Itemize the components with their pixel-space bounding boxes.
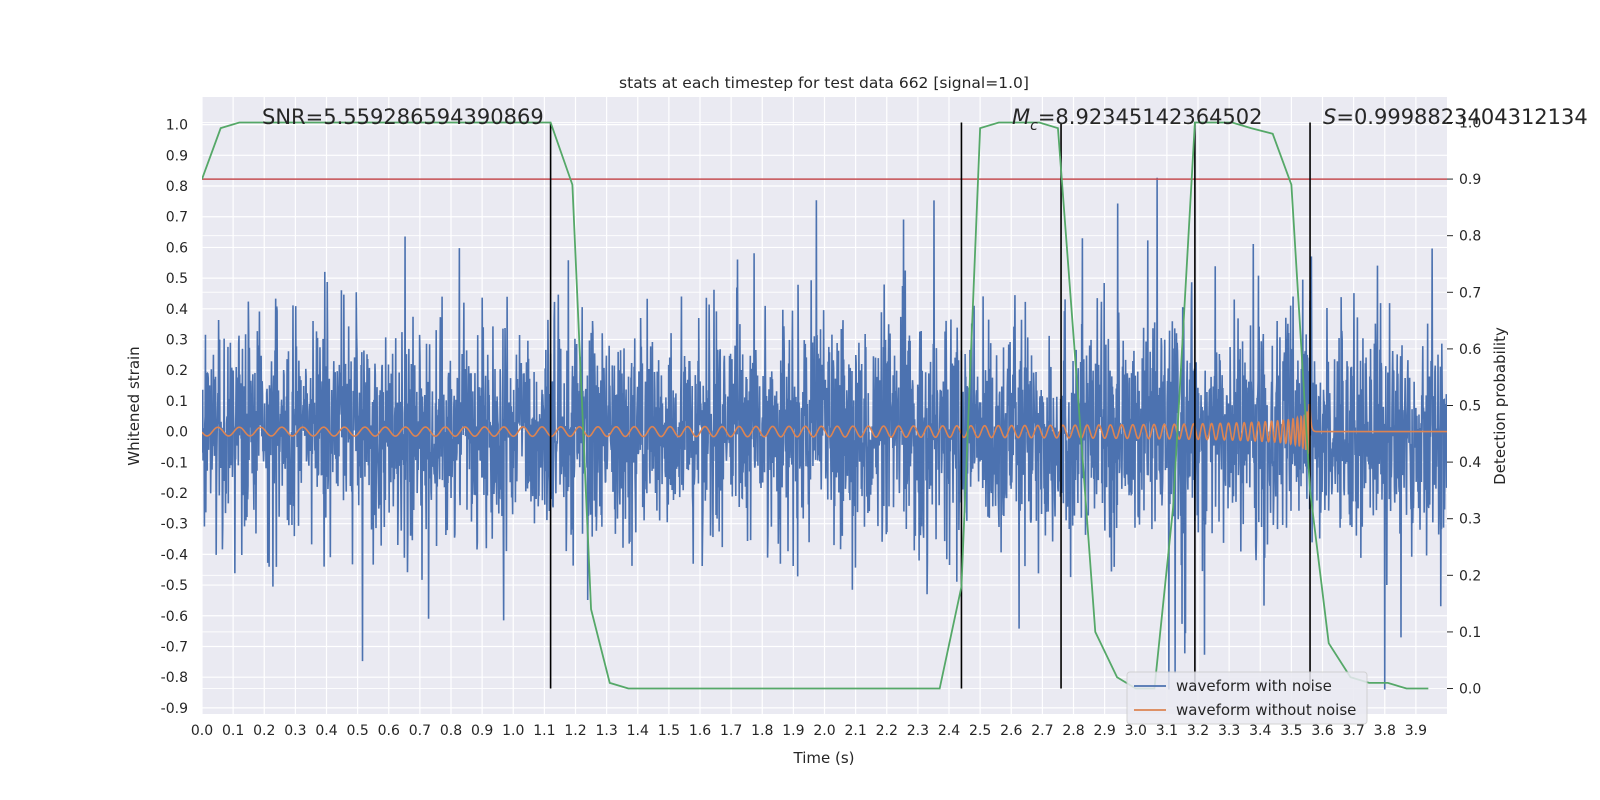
y-tick-label-left: 0.5 [166,271,188,287]
x-tick-label: 0.7 [409,723,431,739]
y-tick-label-left: 0.6 [166,240,188,256]
x-tick-label: 0.3 [284,723,306,739]
y-tick-labels-right: 1.0 0.9 0.8 0.7 0.6 0.5 0.4 0.3 0.2 0.1 0.0 [1447,115,1481,698]
chirp-mass-value: =8.92345142364502 [1038,105,1263,129]
y-tick-label-left: -0.6 [161,609,188,625]
x-tick-label: 2.6 [1000,723,1022,739]
x-tick-label: 2.7 [1031,723,1053,739]
x-tick-label: 1.4 [627,723,649,739]
y-tick-label-left: -0.5 [161,578,188,594]
x-tick-label: 0.6 [378,723,400,739]
x-tick-label: 3.3 [1218,723,1240,739]
y-tick-label-right: 0.6 [1459,342,1481,358]
series-detection-probability [202,121,1429,690]
x-tick-label: 1.1 [533,723,555,739]
x-tick-label: 2.2 [876,723,898,739]
x-tick-label: 1.5 [658,723,680,739]
x-tick-label: 0.9 [471,723,493,739]
y-axis-label-right: Detection probability [1491,327,1509,485]
x-tick-label: 2.5 [969,723,991,739]
y-tick-label-left: 0.1 [166,394,188,410]
y-tick-label-left: 0.9 [166,148,188,164]
chirp-mass-symbol: M [1012,105,1030,129]
x-axis-label: Time (s) [793,749,855,767]
y-tick-label-left: -0.4 [161,547,188,563]
x-tick-label: 2.9 [1093,723,1115,739]
y-tick-label-left: 0.7 [166,210,188,226]
s-symbol: S [1323,105,1336,129]
x-tick-label: 3.5 [1280,723,1302,739]
x-tick-label: 3.9 [1405,723,1427,739]
x-tick-label: 3.2 [1187,723,1209,739]
vertical-markers [549,122,1311,689]
legend: waveform with noise waveform without noi… [1126,671,1368,725]
x-tick-label: 3.1 [1156,723,1178,739]
y-tick-label-right: 0.1 [1459,625,1481,641]
chirp-mass-annotation: Mc=8.92345142364502 [1012,105,1263,134]
y-tick-label-left: -0.2 [161,486,188,502]
x-tick-label: 3.7 [1342,723,1364,739]
x-tick-label: 1.8 [751,723,773,739]
y-tick-label-left: -0.8 [161,670,188,686]
s-value: =0.9998823404312134 [1336,105,1587,129]
legend-label-clean: waveform without noise [1176,701,1356,719]
y-tick-label-right: 0.7 [1459,285,1481,301]
y-tick-label-left: -0.9 [161,701,188,717]
x-tick-label: 0.4 [315,723,337,739]
x-tick-labels: 0.0 0.1 0.2 0.3 0.4 0.5 0.6 0.7 0.8 0.9 1.0 1.1 1.2 1… [191,723,1427,739]
series-waveform-without-noise [202,403,1447,454]
y-tick-label-left: 0.8 [166,179,188,195]
x-tick-label: 2.8 [1062,723,1084,739]
x-tick-label: 1.6 [689,723,711,739]
legend-box [1126,671,1368,725]
y-axis-label-left: Whitened strain [125,346,143,465]
x-tick-label: 1.7 [720,723,742,739]
x-tick-label: 3.4 [1249,723,1271,739]
y-tick-label-right: 0.9 [1459,172,1481,188]
x-tick-label: 1.9 [782,723,804,739]
y-tick-label-right: 0.0 [1459,682,1481,698]
y-tick-label-right: 0.2 [1459,568,1481,584]
y-tick-label-left: 1.0 [166,118,188,134]
x-tick-label: 1.2 [564,723,586,739]
x-tick-label: 3.6 [1311,723,1333,739]
y-tick-labels-left: 1.0 0.9 0.8 0.7 0.6 0.5 0.4 0.3 0.2 0.1 0.0 -0.1 -0.… [161,118,188,717]
chart-title: stats at each timestep for test data 662… [619,74,1029,92]
y-tick-label-left: -0.3 [161,517,188,533]
snr-annotation: SNR=5.559286594390869 [262,105,544,129]
y-tick-label-left: -0.1 [161,455,188,471]
x-tick-label: 1.0 [502,723,524,739]
y-tick-label-right: 1.0 [1459,115,1481,131]
y-tick-label-left: 0.3 [166,333,188,349]
y-tick-label-right: 0.3 [1459,512,1481,528]
x-tick-label: 2.4 [938,723,960,739]
y-tick-label-right: 0.8 [1459,229,1481,245]
x-tick-label: 0.5 [346,723,368,739]
y-tick-label-left: -0.7 [161,639,188,655]
x-tick-label: 0.2 [253,723,275,739]
y-tick-label-right: 0.5 [1459,399,1481,415]
x-tick-label: 0.1 [222,723,244,739]
s-annotation: S=0.9998823404312134 [1323,105,1588,129]
y-tick-label-left: 0.2 [166,363,188,379]
y-tick-label-left: 0.0 [166,425,188,441]
x-tick-label: 3.8 [1374,723,1396,739]
x-tick-label: 0.0 [191,723,213,739]
series-waveform-with-noise [202,177,1447,690]
x-tick-label: 2.0 [813,723,835,739]
y-tick-label-left: 0.4 [166,302,188,318]
x-tick-label: 3.0 [1125,723,1147,739]
chirp-mass-subscript: c [1030,118,1038,134]
x-tick-label: 1.3 [595,723,617,739]
legend-label-noise: waveform with noise [1176,677,1332,695]
x-tick-label: 0.8 [440,723,462,739]
x-tick-label: 2.1 [844,723,866,739]
y-tick-label-right: 0.4 [1459,455,1481,471]
x-tick-label: 2.3 [907,723,929,739]
